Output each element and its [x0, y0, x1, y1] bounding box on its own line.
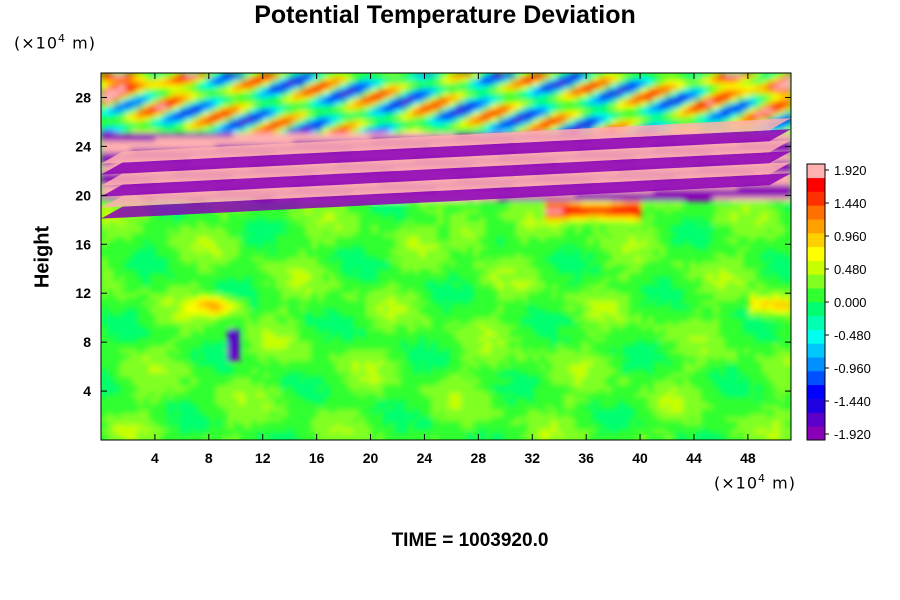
x-tick-label: 20 — [363, 450, 379, 466]
y-unit-tail: m) — [66, 33, 96, 53]
colorbar-segment — [807, 371, 825, 386]
x-tick-label: 8 — [205, 450, 213, 466]
colorbar: 1.920 1.440 0.960 0.480 0.000 -0.480 -0.960 -1.… — [806, 163, 871, 442]
x-axis: 4 8 12 16 20 24 28 32 36 40 44 48 — [151, 73, 756, 466]
colorbar-segment — [807, 288, 825, 303]
x-tick-label: 24 — [417, 450, 433, 466]
field-cells — [101, 73, 791, 440]
layered-band — [101, 118, 791, 219]
colorbar-segment — [807, 274, 825, 289]
colorbar-segment — [807, 246, 825, 261]
y-unit-base: (×10 — [14, 33, 59, 53]
y-axis: 4 8 12 16 20 24 28 — [75, 89, 791, 399]
x-tick-label: 16 — [309, 450, 325, 466]
x-axis-unit: (×104 m) — [714, 472, 796, 492]
colorbar-segment — [807, 205, 825, 220]
heatmap-field — [101, 73, 791, 440]
x-unit-base: (×10 — [714, 473, 759, 493]
colorbar-segment — [807, 191, 825, 206]
colorbar-segment — [807, 412, 825, 427]
colorbar-segment — [807, 164, 825, 179]
band-stripe — [101, 140, 791, 186]
colorbar-tick-label: -1.440 — [834, 394, 871, 409]
colorbar-tick-label: 1.920 — [834, 163, 867, 178]
colorbar-segment — [807, 177, 825, 192]
x-tick-label: 4 — [151, 450, 159, 466]
colorbar-tick-label: 1.440 — [834, 196, 867, 211]
colorbar-tick-label: 0.000 — [834, 295, 867, 310]
y-tick-label: 12 — [75, 285, 91, 301]
x-tick-label: 44 — [686, 450, 702, 466]
y-axis-unit: (×104 m) — [14, 32, 96, 52]
colorbar-tick-label: -0.960 — [834, 361, 871, 376]
band-stripe — [101, 151, 791, 197]
x-tick-label: 28 — [471, 450, 487, 466]
y-tick-label: 4 — [83, 383, 91, 399]
y-tick-label: 16 — [75, 236, 91, 252]
y-tick-label: 28 — [75, 89, 91, 105]
colorbar-segment — [807, 357, 825, 372]
colorbar-tick-label: -1.920 — [834, 427, 871, 442]
colorbar-tick-label: -0.480 — [834, 328, 871, 343]
x-tick-label: 36 — [578, 450, 594, 466]
plot-frame — [100, 72, 792, 441]
colorbar-segment — [807, 233, 825, 248]
y-tick-label: 20 — [75, 187, 91, 203]
x-unit-tail: m) — [766, 473, 796, 493]
colorbar-segment — [807, 329, 825, 344]
colorbar-tick-label: 0.960 — [834, 229, 867, 244]
band-stripe — [101, 173, 791, 219]
colorbar-tick-label: 0.480 — [834, 262, 867, 277]
time-label: TIME = 1003920.0 — [391, 530, 549, 551]
y-tick-label: 24 — [75, 138, 91, 154]
x-tick-label: 12 — [255, 450, 271, 466]
x-unit-exponent: 4 — [758, 472, 767, 485]
colorbar-segment — [807, 302, 825, 317]
band-stripe — [101, 162, 791, 208]
band-stripe — [101, 118, 791, 164]
x-tick-label: 32 — [524, 450, 540, 466]
colorbar-segment — [807, 219, 825, 234]
x-tick-label: 48 — [740, 450, 756, 466]
colorbar-segment — [807, 343, 825, 358]
y-tick-label: 8 — [83, 334, 91, 350]
colorbar-segment — [807, 398, 825, 413]
colorbar-segment — [807, 260, 825, 275]
colorbar-segment — [807, 315, 825, 330]
colorbar-segment — [807, 426, 825, 441]
y-unit-exponent: 4 — [58, 32, 67, 45]
band-stripe — [101, 129, 791, 175]
colorbar-segment — [807, 384, 825, 399]
chart-title: Potential Temperature Deviation — [254, 1, 636, 29]
x-tick-label: 40 — [632, 450, 648, 466]
